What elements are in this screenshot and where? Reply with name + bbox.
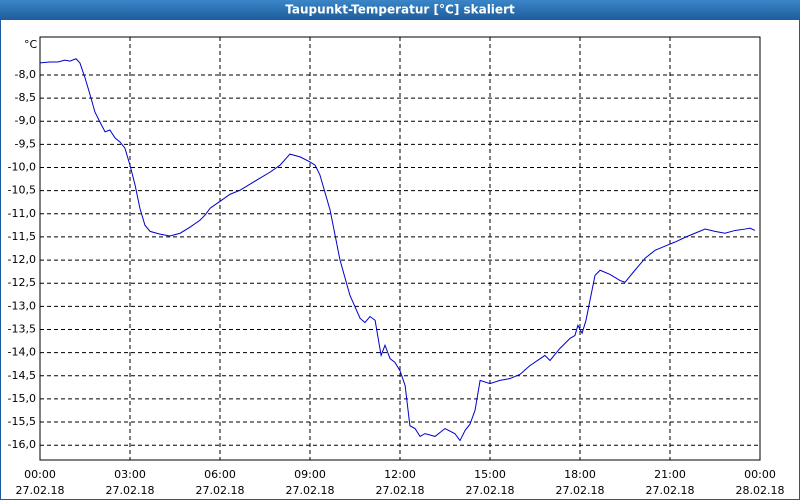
x-tick-date: 27.02.18 <box>646 484 695 497</box>
chart-title: Taupunkt-Temperatur [°C] skaliert <box>285 3 515 17</box>
x-tick-date: 27.02.18 <box>286 484 335 497</box>
y-tick-label: -12,5 <box>8 276 36 289</box>
x-tick-label: 18:00 <box>564 468 596 481</box>
x-tick-label: 21:00 <box>654 468 686 481</box>
x-tick-date: 27.02.18 <box>16 484 65 497</box>
y-tick-label: -15,0 <box>8 392 36 405</box>
title-bar <box>0 0 800 20</box>
y-tick-label: -13,0 <box>8 299 36 312</box>
y-tick-label: -9,0 <box>15 114 36 127</box>
y-tick-label: -11,0 <box>8 207 36 220</box>
y-tick-label: -16,0 <box>8 438 36 451</box>
y-tick-label: -10,5 <box>8 184 36 197</box>
y-tick-label: -8,5 <box>15 91 36 104</box>
x-tick-date: 28.02.18 <box>736 484 785 497</box>
x-tick-date: 27.02.18 <box>196 484 245 497</box>
x-tick-label: 15:00 <box>474 468 506 481</box>
x-tick-label: 03:00 <box>114 468 146 481</box>
y-unit: °C <box>24 38 38 51</box>
y-tick-label: -10,0 <box>8 161 36 174</box>
x-tick-label: 00:00 <box>24 468 56 481</box>
data-line <box>39 58 756 442</box>
x-tick-label: 12:00 <box>384 468 416 481</box>
y-tick-label: -12,0 <box>8 253 36 266</box>
x-tick-date: 27.02.18 <box>106 484 155 497</box>
plot-border <box>39 36 761 461</box>
y-tick-label: -9,5 <box>15 137 36 150</box>
y-tick-label: -14,0 <box>8 346 36 359</box>
x-tick-label: 06:00 <box>204 468 236 481</box>
y-tick-label: -8,0 <box>15 68 36 81</box>
y-tick-label: -15,5 <box>8 415 36 428</box>
x-tick-date: 27.02.18 <box>556 484 605 497</box>
x-tick-date: 27.02.18 <box>466 484 515 497</box>
x-tick-label: 09:00 <box>294 468 326 481</box>
x-tick-label: 00:00 <box>744 468 776 481</box>
y-tick-label: -11,5 <box>8 230 36 243</box>
x-tick-date: 27.02.18 <box>376 484 425 497</box>
y-tick-label: -13,5 <box>8 322 36 335</box>
y-tick-label: -14,5 <box>8 369 36 382</box>
